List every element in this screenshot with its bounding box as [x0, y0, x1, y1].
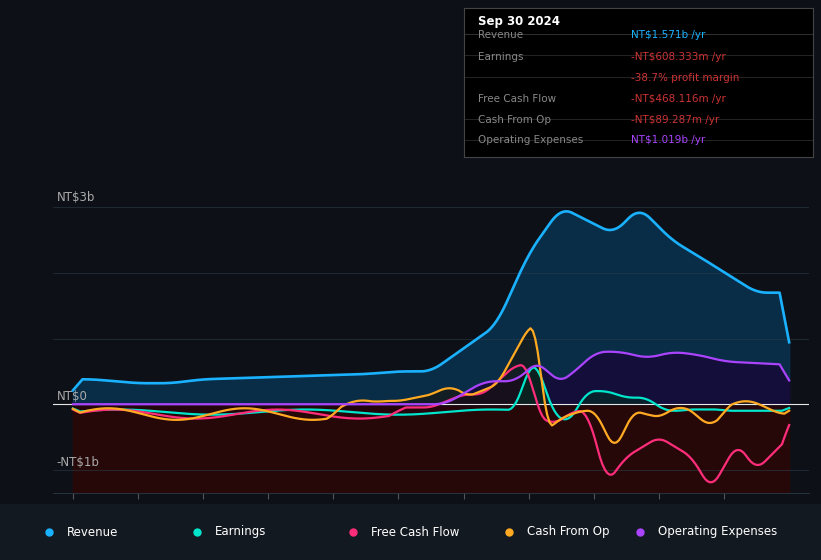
Text: -NT$89.287m /yr: -NT$89.287m /yr — [631, 115, 719, 125]
Text: -NT$468.116m /yr: -NT$468.116m /yr — [631, 94, 727, 104]
Text: Free Cash Flow: Free Cash Flow — [371, 525, 460, 539]
Text: Cash From Op: Cash From Op — [527, 525, 609, 539]
Text: Earnings: Earnings — [215, 525, 267, 539]
Text: -NT$1b: -NT$1b — [57, 455, 99, 469]
Text: Operating Expenses: Operating Expenses — [478, 136, 583, 146]
Text: NT$1.571b /yr: NT$1.571b /yr — [631, 30, 706, 40]
Text: Revenue: Revenue — [67, 525, 119, 539]
Text: Free Cash Flow: Free Cash Flow — [478, 94, 556, 104]
Text: -NT$608.333m /yr: -NT$608.333m /yr — [631, 53, 726, 62]
Text: Earnings: Earnings — [478, 53, 523, 62]
Text: Sep 30 2024: Sep 30 2024 — [478, 15, 560, 28]
Text: NT$3b: NT$3b — [57, 191, 95, 204]
Text: Operating Expenses: Operating Expenses — [658, 525, 777, 539]
Text: Revenue: Revenue — [478, 30, 523, 40]
Text: Cash From Op: Cash From Op — [478, 115, 551, 125]
Text: -38.7% profit margin: -38.7% profit margin — [631, 73, 740, 83]
Text: NT$1.019b /yr: NT$1.019b /yr — [631, 136, 705, 146]
Text: NT$0: NT$0 — [57, 390, 88, 403]
